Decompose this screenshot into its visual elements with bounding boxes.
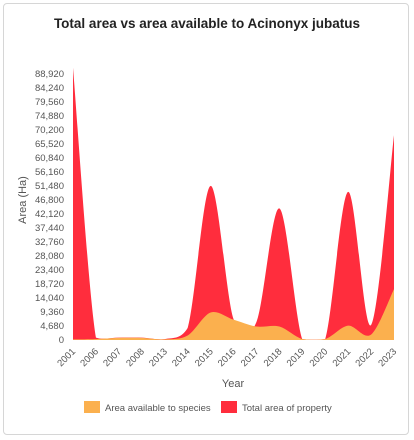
- x-tick-label: 2013: [147, 346, 170, 369]
- x-tick-label: 2023: [376, 346, 399, 369]
- x-tick-label: 2007: [101, 346, 124, 369]
- x-tick-label: 2014: [170, 346, 193, 369]
- y-tick-label: 37,440: [35, 223, 64, 234]
- y-tick-label: 18,720: [35, 279, 64, 290]
- x-tick-label: 2001: [55, 346, 78, 369]
- x-tick-label: 2021: [331, 346, 354, 369]
- y-tick-label: 32,760: [35, 237, 64, 248]
- y-tick-label: 79,560: [35, 97, 64, 108]
- y-tick-label: 88,920: [35, 69, 64, 80]
- legend-label: Total area of property: [242, 403, 332, 414]
- x-axis-ticks: 2001 2006 2007 2008 2013 2014 2015 2016 2017 2018…: [55, 346, 399, 369]
- y-tick-label: 42,120: [35, 209, 64, 220]
- x-tick-label: 2020: [308, 346, 331, 369]
- y-tick-label: 23,400: [35, 265, 64, 276]
- y-tick-label: 51,480: [35, 181, 64, 192]
- chart-title: Total area vs area available to Acinonyx…: [54, 16, 360, 31]
- x-tick-label: 2006: [78, 346, 101, 369]
- x-tick-label: 2016: [216, 346, 239, 369]
- y-tick-label: 4,680: [40, 321, 64, 332]
- x-tick-label: 2008: [124, 346, 147, 369]
- x-tick-label: 2022: [353, 346, 376, 369]
- y-tick-label: 14,040: [35, 293, 64, 304]
- y-tick-label: 0: [59, 335, 64, 346]
- x-tick-label: 2015: [193, 346, 216, 369]
- x-axis-title: Year: [222, 378, 245, 390]
- y-tick-label: 28,080: [35, 251, 64, 262]
- y-tick-label: 84,240: [35, 83, 64, 94]
- area-series-0: [73, 289, 394, 340]
- y-tick-label: 60,840: [35, 153, 64, 164]
- y-tick-label: 70,200: [35, 125, 64, 136]
- y-axis-ticks: 0 4,680 9,360 14,040 18,720 23,400 28,080 32,76…: [35, 69, 64, 346]
- legend-swatch: [221, 401, 237, 413]
- y-tick-label: 9,360: [40, 307, 64, 318]
- legend-label: Area available to species: [105, 403, 211, 414]
- x-tick-label: 2017: [239, 346, 262, 369]
- y-tick-label: 56,160: [35, 167, 64, 178]
- plot-areas: [73, 67, 394, 340]
- legend-swatch: [84, 401, 100, 413]
- y-tick-label: 74,880: [35, 111, 64, 122]
- legend: Area available to species Total area of p…: [84, 401, 332, 414]
- y-tick-label: 46,800: [35, 195, 64, 206]
- y-tick-label: 65,520: [35, 139, 64, 150]
- y-axis-title: Area (Ha): [17, 176, 29, 224]
- x-tick-label: 2018: [262, 346, 285, 369]
- x-tick-label: 2019: [285, 346, 308, 369]
- area-series-1: [73, 67, 394, 340]
